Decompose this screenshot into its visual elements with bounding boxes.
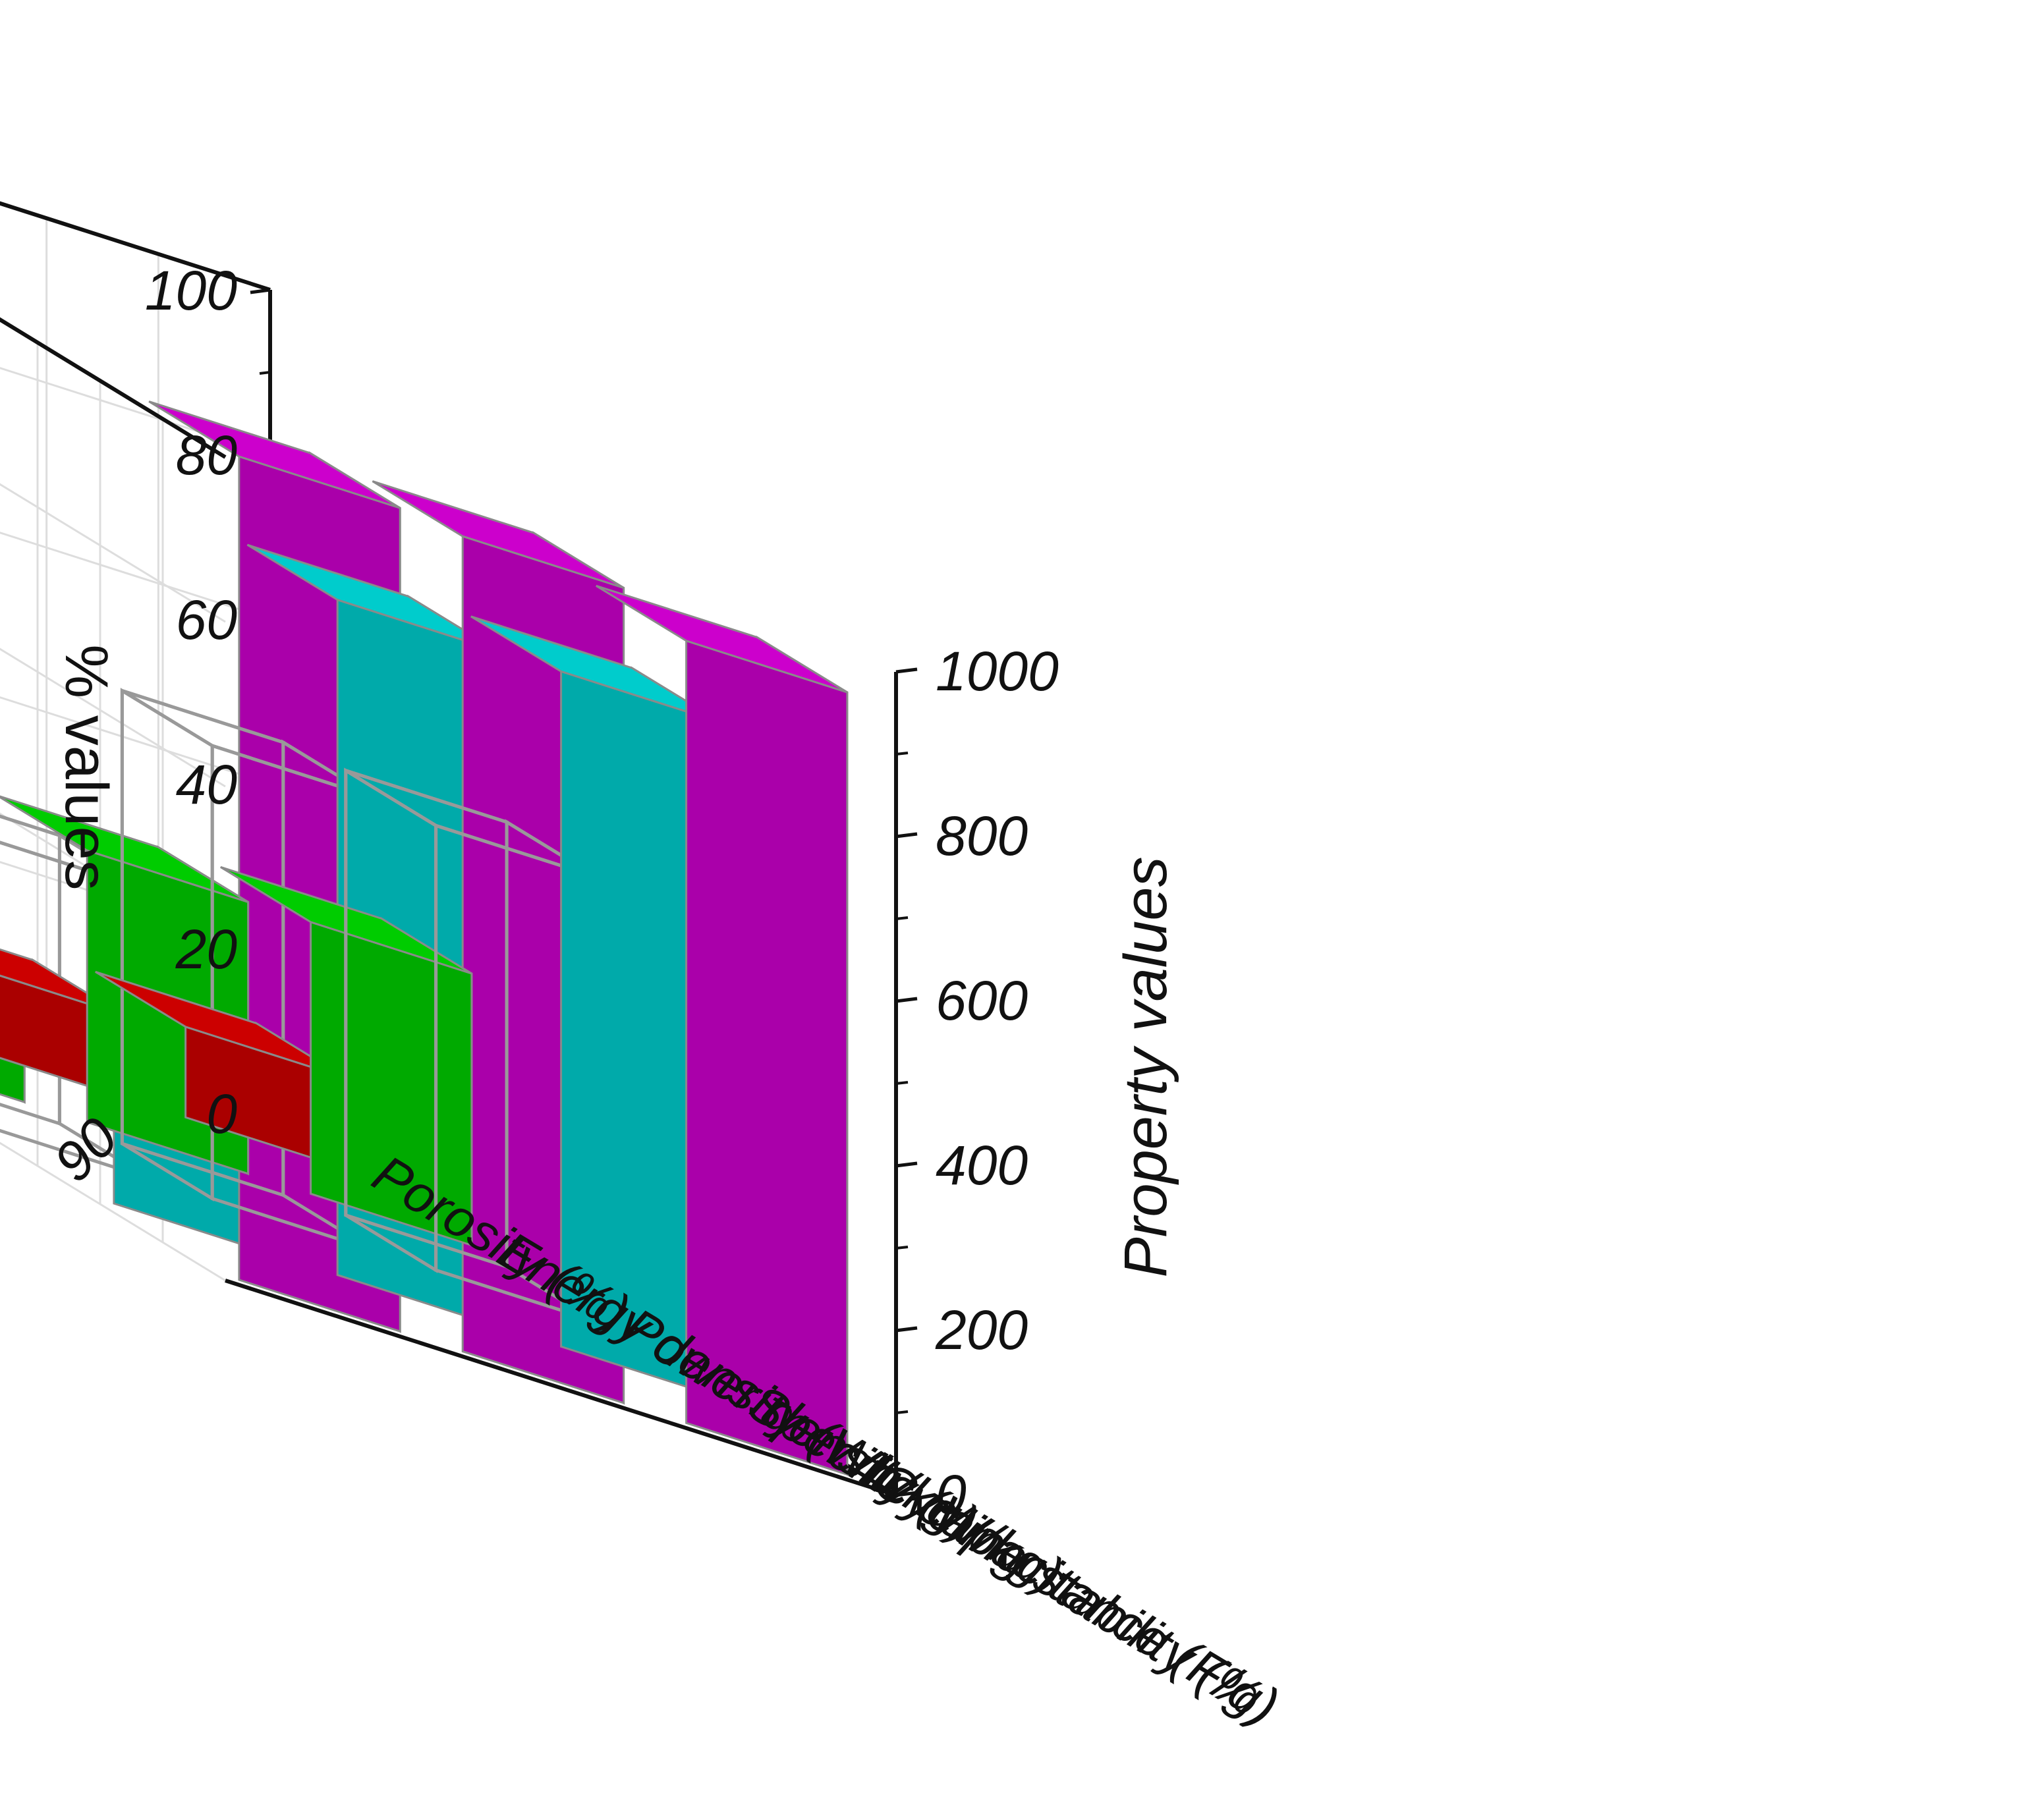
bar: [596, 584, 849, 1477]
left-z-tick-label: 0: [206, 1083, 237, 1145]
right-z-axis-title: Property values: [1112, 856, 1179, 1277]
right-z-tick-label: 800: [936, 805, 1028, 867]
right-z-tick-label: 0: [936, 1464, 967, 1526]
top-back-edge: [0, 317, 227, 459]
chart-bars: [0, 400, 849, 1477]
bar: [220, 866, 473, 1248]
left-z-tick: [250, 288, 271, 294]
bar-top-face: [148, 400, 401, 509]
left-z-minor-tick: [259, 371, 271, 375]
right-z-tick: [895, 1326, 918, 1333]
right-z-tick-label: 200: [935, 1299, 1028, 1361]
right-z-minor-tick: [895, 1246, 909, 1250]
right-z-minor-tick: [895, 1081, 909, 1085]
right-z-tick-label: 1000: [936, 640, 1059, 702]
right-z-tick: [895, 667, 918, 674]
bar-top-face: [0, 795, 249, 903]
right-z-minor-tick: [895, 1410, 909, 1414]
left-z-tick-label: 60: [176, 589, 238, 651]
right-z-tick: [895, 1161, 918, 1168]
right-floor-edge: [225, 1279, 897, 1497]
right-z-tick: [895, 1491, 918, 1497]
right-z-minor-tick: [895, 752, 909, 756]
right-z-tick: [895, 997, 918, 1003]
right-z-tick-label: 600: [936, 970, 1028, 1032]
bar-side-face: [0, 1052, 26, 1104]
left-z-axis-title: % values: [53, 644, 120, 890]
left-z-tick-label: 80: [176, 424, 238, 486]
right-z-tick-label: 400: [936, 1134, 1028, 1196]
left-z-tick-label: 20: [175, 918, 238, 980]
right-z-tick: [895, 832, 918, 839]
bar-top-face: [596, 584, 848, 694]
left-z-tick-label: 40: [176, 754, 238, 815]
top-left-edge: [0, 201, 271, 292]
left-z-tick-label: 100: [145, 260, 237, 321]
bar-top-face: [372, 480, 625, 589]
right-z-minor-tick: [895, 916, 909, 920]
x-tick-label: Cycling stability (%): [864, 1449, 1288, 1736]
